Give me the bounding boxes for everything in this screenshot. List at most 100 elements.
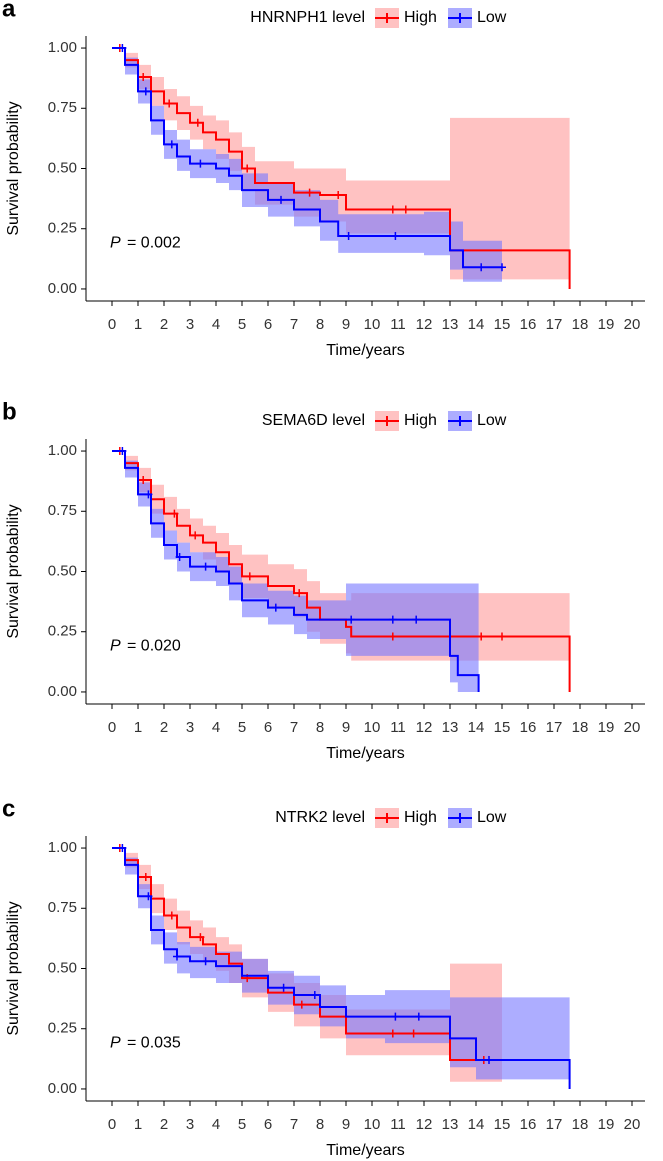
x-tick-label: 18 bbox=[572, 316, 589, 333]
x-tick-label: 12 bbox=[416, 316, 433, 333]
x-tick-label: 19 bbox=[598, 316, 615, 333]
legend-title: NTRK2 level bbox=[275, 809, 365, 826]
x-tick-label: 5 bbox=[238, 1116, 246, 1133]
censor-mark bbox=[201, 957, 210, 966]
censor-mark bbox=[173, 952, 181, 961]
x-tick-label: 14 bbox=[468, 719, 485, 736]
censor-mark bbox=[391, 1012, 400, 1021]
censor-mark bbox=[297, 1000, 306, 1009]
censor-mark bbox=[139, 72, 148, 81]
x-tick-label: 16 bbox=[520, 316, 537, 333]
x-tick-label: 2 bbox=[160, 1116, 168, 1133]
legend-label: High bbox=[404, 809, 437, 826]
censor-mark bbox=[167, 140, 176, 149]
x-tick-label: 0 bbox=[108, 719, 116, 736]
legend-label: High bbox=[404, 412, 437, 429]
censor-mark bbox=[141, 87, 150, 96]
x-tick-label: 14 bbox=[468, 1116, 485, 1133]
censor-mark bbox=[477, 632, 486, 641]
confidence-band bbox=[112, 48, 502, 282]
y-axis-label: Survival probability bbox=[5, 504, 22, 638]
x-tick-label: 15 bbox=[494, 1116, 511, 1133]
p-value: = 0.002 bbox=[127, 234, 181, 251]
censor-mark bbox=[196, 933, 205, 942]
x-tick-label: 20 bbox=[624, 719, 641, 736]
legend-title: HNRNPH1 level bbox=[250, 9, 365, 26]
y-tick-label: 0.00 bbox=[48, 1080, 77, 1097]
x-tick-label: 8 bbox=[316, 719, 324, 736]
censor-mark bbox=[388, 1029, 397, 1038]
censor-mark bbox=[305, 188, 314, 197]
legend-label: Low bbox=[477, 9, 507, 26]
legend-title: SEMA6D level bbox=[262, 412, 365, 429]
x-tick-label: 13 bbox=[442, 719, 459, 736]
x-tick-label: 13 bbox=[442, 316, 459, 333]
y-tick-label: 1.00 bbox=[48, 39, 77, 56]
x-tick-label: 6 bbox=[264, 1116, 272, 1133]
censor-mark bbox=[498, 263, 506, 272]
censor-mark bbox=[412, 615, 421, 624]
legend-line bbox=[375, 13, 399, 23]
censor-mark bbox=[175, 553, 184, 562]
panel: b SEMA6D level High Low 0.00 0.25 0.50 0.75 1.00… bbox=[2, 398, 645, 762]
survival-curve bbox=[112, 847, 571, 1089]
x-tick-label: 13 bbox=[442, 1116, 459, 1133]
x-tick-label: 14 bbox=[468, 316, 485, 333]
censor-mark bbox=[334, 191, 343, 199]
censor-mark bbox=[295, 589, 304, 598]
censor-mark bbox=[409, 1029, 418, 1038]
x-tick-label: 11 bbox=[390, 316, 406, 333]
censor-mark bbox=[141, 872, 150, 881]
x-tick-label: 4 bbox=[212, 1116, 220, 1133]
censor-mark bbox=[167, 911, 176, 920]
x-tick-label: 20 bbox=[624, 316, 641, 333]
censor-mark bbox=[388, 632, 397, 641]
x-tick-label: 2 bbox=[160, 719, 168, 736]
censor-mark bbox=[118, 844, 127, 853]
x-tick-label: 7 bbox=[290, 719, 298, 736]
x-tick-label: 8 bbox=[316, 1116, 324, 1133]
x-tick-label: 11 bbox=[390, 719, 406, 736]
censor-mark bbox=[388, 615, 397, 624]
survival-curve bbox=[112, 450, 480, 692]
x-tick-label: 17 bbox=[546, 316, 563, 333]
x-tick-label: 1 bbox=[134, 1116, 142, 1133]
censor-mark bbox=[498, 632, 506, 641]
censor-mark bbox=[391, 231, 400, 240]
x-tick-label: 12 bbox=[416, 719, 433, 736]
legend-line bbox=[375, 813, 399, 823]
x-tick-label: 8 bbox=[316, 316, 324, 333]
x-tick-label: 3 bbox=[186, 719, 194, 736]
censor-mark bbox=[401, 205, 410, 214]
y-tick-label: 0.00 bbox=[48, 683, 77, 700]
censor-mark bbox=[139, 475, 148, 484]
x-tick-label: 17 bbox=[546, 1116, 563, 1133]
censor-mark bbox=[279, 983, 288, 992]
x-tick-label: 1 bbox=[134, 316, 142, 333]
censor-mark bbox=[344, 231, 353, 240]
legend-line bbox=[375, 416, 399, 426]
censor-mark bbox=[201, 562, 210, 571]
x-tick-label: 9 bbox=[342, 316, 350, 333]
x-tick-label: 5 bbox=[238, 719, 246, 736]
confidence-band bbox=[112, 451, 479, 692]
x-tick-label: 3 bbox=[186, 316, 194, 333]
confidence-band bbox=[112, 848, 570, 1080]
panel-letter: c bbox=[2, 795, 15, 822]
censor-mark bbox=[193, 118, 202, 127]
x-tick-label: 4 bbox=[212, 316, 220, 333]
x-tick-label: 16 bbox=[520, 719, 537, 736]
panel-letter: b bbox=[2, 398, 17, 425]
censor-mark bbox=[414, 1012, 423, 1021]
censor-mark bbox=[245, 572, 254, 581]
censor-mark bbox=[347, 615, 356, 624]
legend-line bbox=[448, 813, 472, 823]
y-tick-label: 0.50 bbox=[48, 959, 77, 976]
panel: a HNRNPH1 level High Low 0.00 0.25 0.50 0.75 1.0… bbox=[2, 0, 645, 359]
y-tick-label: 0.50 bbox=[48, 159, 77, 176]
censor-mark bbox=[118, 447, 127, 456]
x-tick-label: 20 bbox=[624, 1116, 641, 1133]
x-tick-label: 19 bbox=[598, 719, 615, 736]
censor-mark bbox=[310, 991, 319, 999]
y-axis-label: Survival probability bbox=[5, 901, 22, 1035]
